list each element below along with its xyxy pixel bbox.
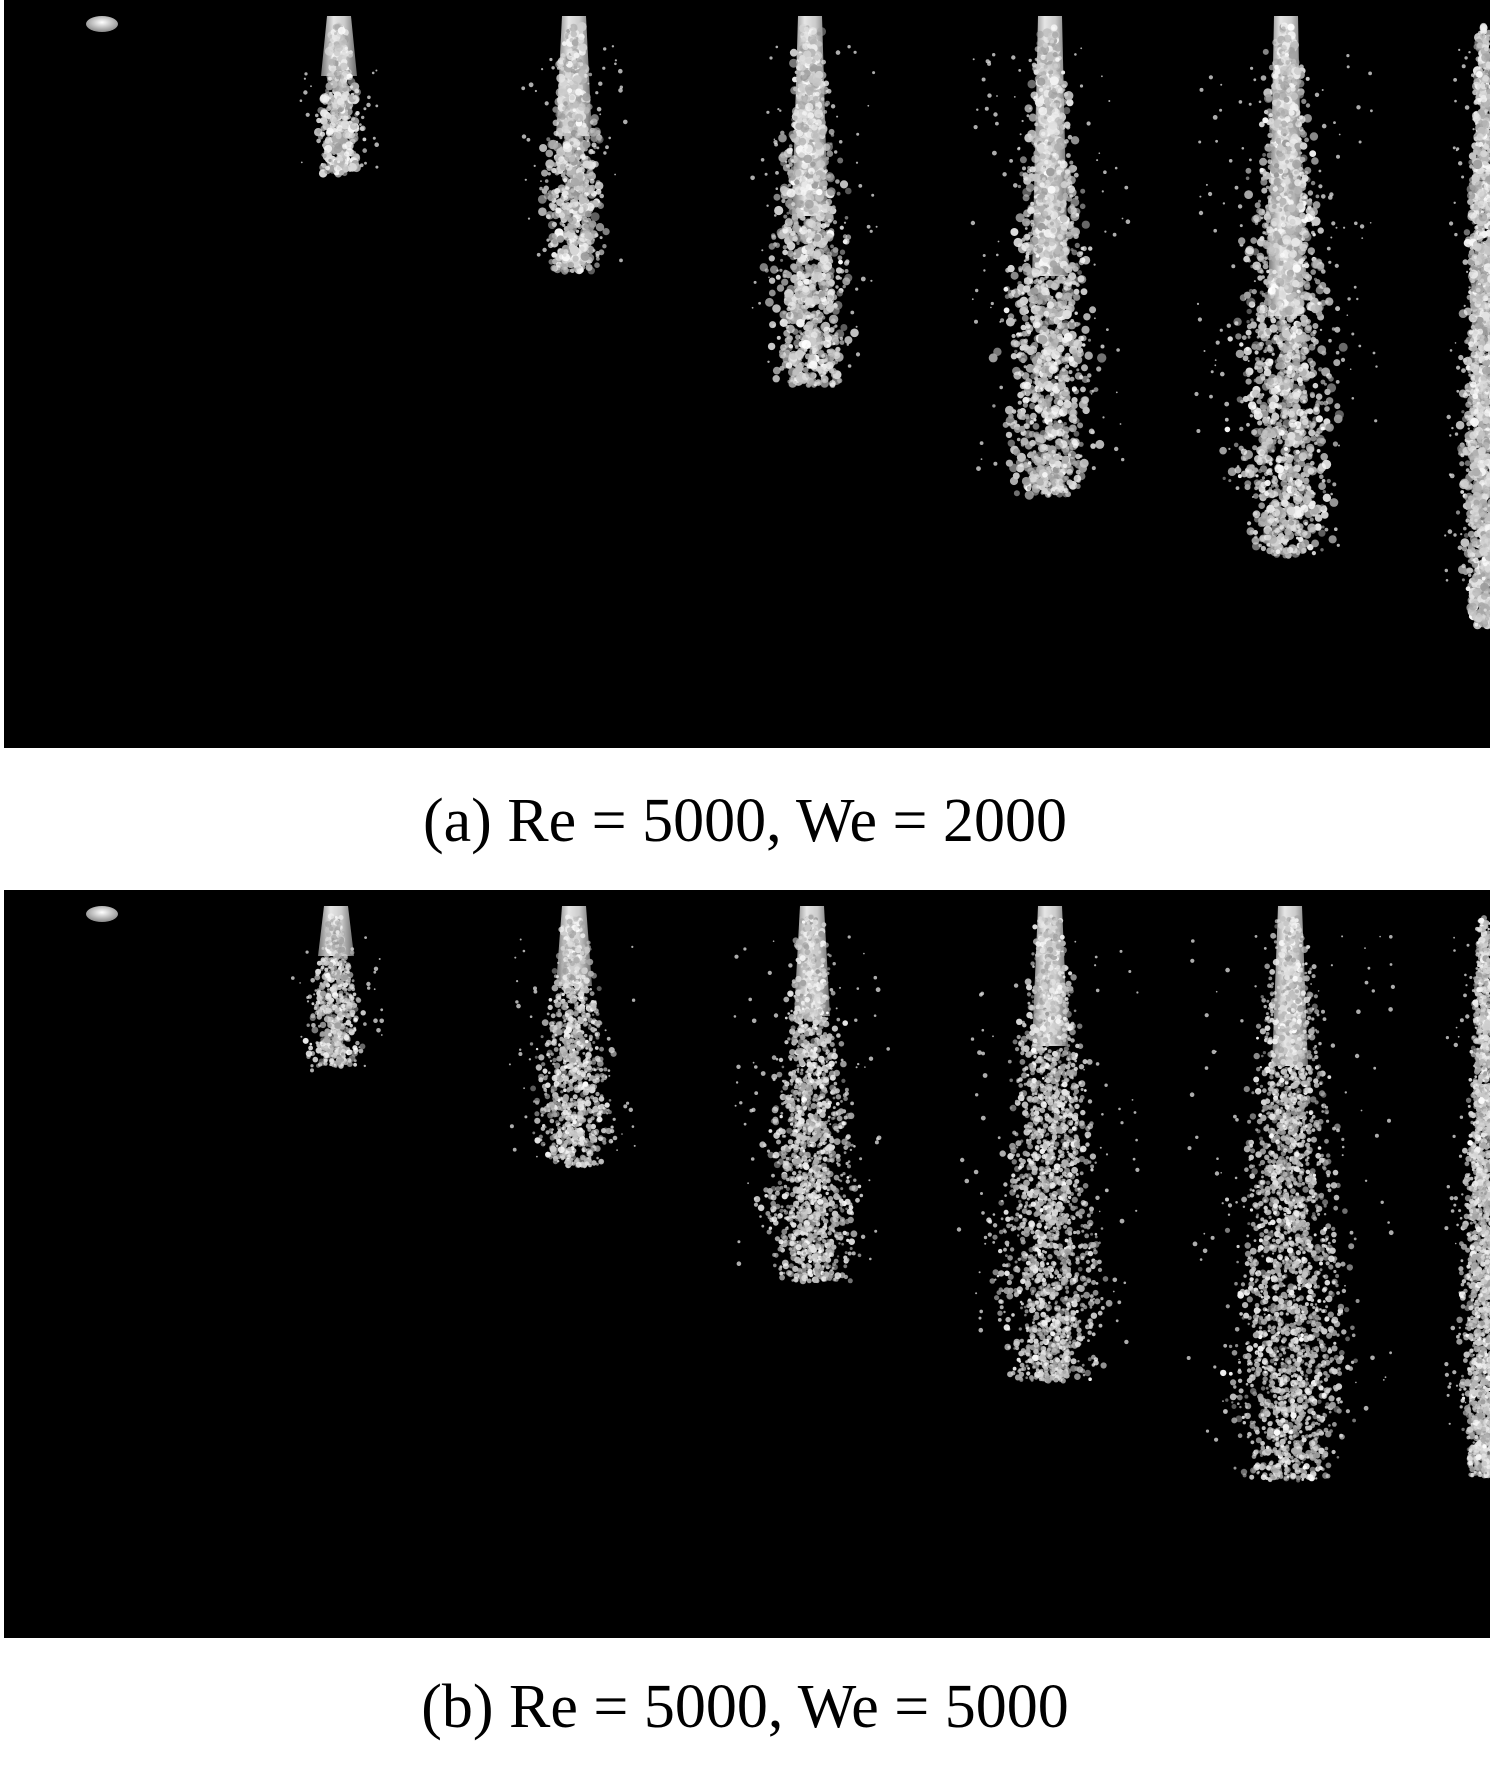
panel-b-caption: (b) Re = 5000, We = 5000 [421,1673,1069,1741]
jet-snapshot-6 [1194,16,1378,559]
jet-snapshot-7 [1444,22,1490,630]
jet-snapshot-1 [86,16,118,32]
jet-snapshot-7 [1444,915,1490,1479]
figure-panel-a [4,0,1490,748]
jet-snapshot-4 [750,16,878,388]
jet-snapshots-image-a [86,16,1490,630]
jet-snapshot-5 [956,906,1140,1384]
jet-snapshot-2 [291,906,385,1073]
jet-snapshot-2 [299,16,380,178]
jet-snapshots-image-b [86,906,1490,1483]
jet-snapshot-6 [1186,906,1395,1483]
jet-snapshot-5 [970,16,1131,500]
figure-panel-b [4,890,1490,1638]
jet-snapshot-1 [86,906,118,922]
jet-snapshot-3 [521,16,628,275]
panel-a-caption: (a) Re = 5000, We = 2000 [422,787,1068,855]
jet-snapshot-3 [508,906,636,1169]
jet-snapshot-4 [733,906,890,1285]
